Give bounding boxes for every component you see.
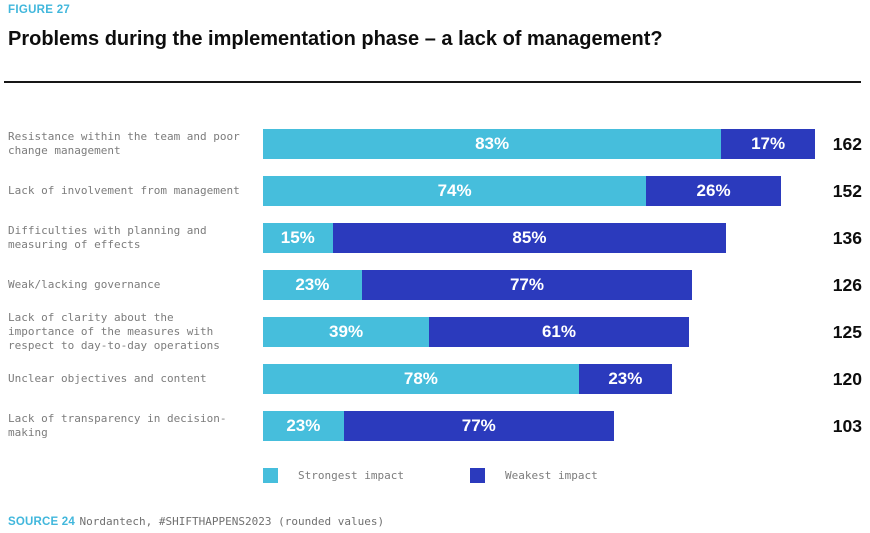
chart-row: Lack of clarity about the importance of … bbox=[8, 311, 862, 352]
bar-segment-strongest-impact: 15% bbox=[263, 223, 333, 253]
bar-total-value: 120 bbox=[832, 368, 862, 389]
bar-segment-weakest-impact: 17% bbox=[721, 129, 815, 159]
bar-segment-weakest-impact: 61% bbox=[429, 317, 689, 347]
source-text: Nordantech, #SHIFTHAPPENS2023 (rounded v… bbox=[79, 515, 385, 528]
bar-category-label: Lack of transparency in decision-making bbox=[8, 412, 227, 439]
stacked-bar: 23% 77% bbox=[263, 270, 693, 300]
source-number-label: SOURCE 24 bbox=[8, 516, 75, 528]
bar-segment-strongest-impact: 74% bbox=[263, 176, 647, 206]
bar-segment-strongest-impact: 83% bbox=[263, 129, 722, 159]
bar-segment-strongest-impact: 39% bbox=[263, 317, 430, 347]
chart-row: Weak/lacking governance 23% 77% 126 bbox=[8, 270, 862, 300]
bar-category-label: Weak/lacking governance bbox=[8, 278, 161, 291]
bar-total-value: 125 bbox=[832, 321, 862, 342]
chart-row: Lack of transparency in decision-making 2… bbox=[8, 411, 862, 441]
stacked-bar: 78% 23% bbox=[263, 364, 672, 394]
title-divider-rule bbox=[4, 81, 861, 83]
stacked-bar: 39% 61% bbox=[263, 317, 689, 347]
bar-category-label: Lack of involvement from management bbox=[8, 184, 240, 197]
bar-category-label: Resistance within the team and poor chan… bbox=[8, 130, 240, 157]
stacked-bar: 83% 17% bbox=[263, 129, 815, 159]
bar-segment-weakest-impact: 77% bbox=[361, 270, 693, 300]
bar-total-value: 126 bbox=[832, 274, 862, 295]
legend-label: Weakest impact bbox=[505, 469, 598, 482]
stacked-bar: 74% 26% bbox=[263, 176, 781, 206]
stacked-bar: 23% 77% bbox=[263, 411, 614, 441]
bar-segment-strongest-impact: 78% bbox=[263, 364, 579, 394]
figure-number-label: FIGURE 27 bbox=[8, 4, 71, 16]
chart-row: Difficulties with planning and measuring… bbox=[8, 223, 862, 253]
legend-item: Weakest impact bbox=[470, 468, 598, 483]
source-line: SOURCE 24 Nordantech, #SHIFTHAPPENS2023 … bbox=[8, 512, 384, 530]
stacked-bar-chart: Resistance within the team and poor chan… bbox=[8, 129, 862, 458]
bar-total-value: 136 bbox=[832, 227, 862, 248]
bar-total-value: 152 bbox=[832, 180, 862, 201]
bar-segment-strongest-impact: 23% bbox=[263, 411, 344, 441]
bar-segment-weakest-impact: 85% bbox=[332, 223, 727, 253]
stacked-bar: 15% 85% bbox=[263, 223, 727, 253]
bar-total-value: 103 bbox=[832, 415, 862, 436]
bar-segment-weakest-impact: 23% bbox=[578, 364, 672, 394]
bar-category-label: Unclear objectives and content bbox=[8, 372, 207, 385]
chart-title: Problems during the implementation phase… bbox=[8, 28, 663, 50]
legend-item: Strongest impact bbox=[263, 468, 404, 483]
chart-row: Unclear objectives and content 78% 23% 120 bbox=[8, 364, 862, 394]
bar-category-label: Difficulties with planning and measuring… bbox=[8, 224, 207, 251]
legend-label: Strongest impact bbox=[298, 469, 404, 482]
legend-swatch-icon bbox=[470, 468, 485, 483]
bar-segment-weakest-impact: 77% bbox=[343, 411, 614, 441]
bar-category-label: Lack of clarity about the importance of … bbox=[8, 311, 220, 352]
chart-row: Lack of involvement from management 74% 26… bbox=[8, 176, 862, 206]
legend-swatch-icon bbox=[263, 468, 278, 483]
bar-segment-weakest-impact: 26% bbox=[646, 176, 781, 206]
bar-segment-strongest-impact: 23% bbox=[263, 270, 362, 300]
chart-legend: Strongest impact Weakest impact bbox=[0, 468, 870, 486]
chart-row: Resistance within the team and poor chan… bbox=[8, 129, 862, 159]
bar-total-value: 162 bbox=[832, 133, 862, 154]
